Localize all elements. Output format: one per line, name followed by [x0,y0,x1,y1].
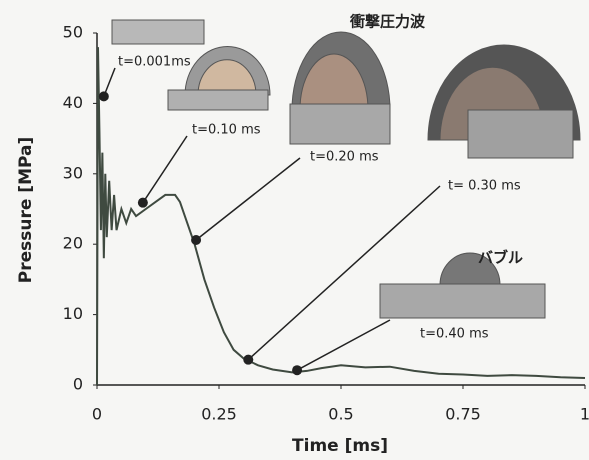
snapshot-label: t=0.10 ms [192,123,261,138]
chart: Pressure [MPa] Time [ms] 衝撃圧力波 バブル 01020… [0,0,589,460]
bubble-label: バブル [478,249,523,267]
x-tick-label: 1 [580,405,589,424]
x-axis-title: Time [ms] [292,436,388,456]
snapshot-label: t= 0.30 ms [448,179,521,194]
y-tick-label: 10 [63,304,83,323]
snapshot-point [99,91,109,101]
snapshot-point [292,365,302,375]
y-tick-label: 20 [63,234,83,253]
y-tick-label: 50 [63,23,83,42]
snapshot-label: t=0.40 ms [420,327,489,342]
snapshot-label: t=0.20 ms [310,150,379,165]
x-tick-label: 0.75 [445,405,481,424]
y-axis-title: Pressure [MPa] [16,137,36,283]
y-tick-label: 0 [73,375,83,394]
y-tick-label: 40 [63,93,83,112]
snapshot-label: t=0.001ms [118,55,191,70]
x-tick-label: 0.25 [201,405,237,424]
y-tick-label: 30 [63,163,83,182]
snapshot-point [138,198,148,208]
snapshot-point [191,235,201,245]
wave-label: 衝撃圧力波 [349,13,426,31]
x-tick-label: 0.5 [328,405,353,424]
x-tick-label: 0 [92,405,102,424]
snapshot-point [243,355,253,365]
